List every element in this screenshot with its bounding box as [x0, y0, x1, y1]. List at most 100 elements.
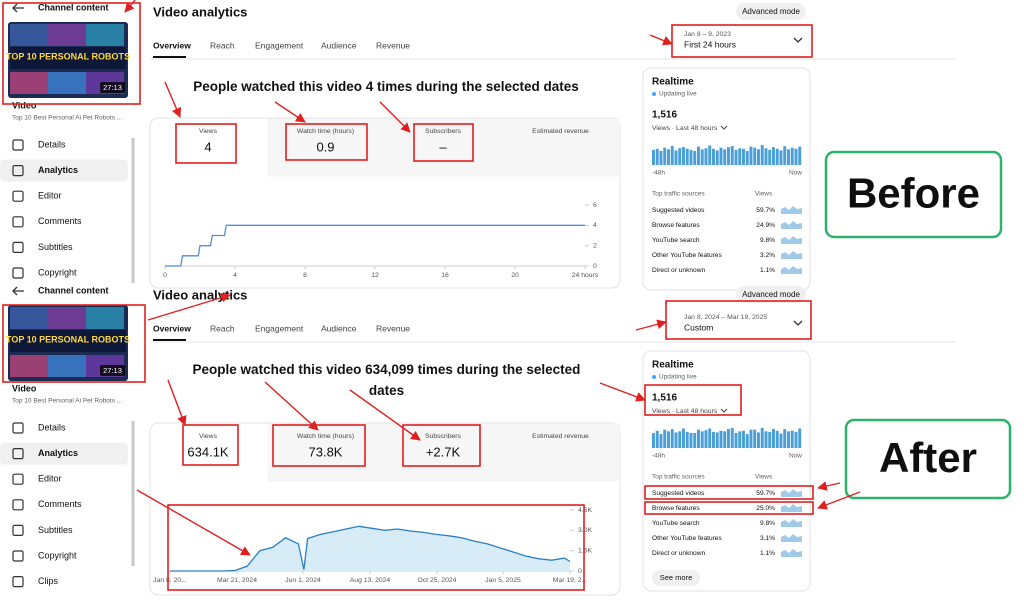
source-name: Browse features: [652, 505, 700, 512]
date-preset[interactable]: Custom: [684, 322, 713, 332]
annotation-arrow: [817, 481, 841, 491]
tab[interactable]: Overview: [153, 323, 191, 333]
x-tick-label: Mar 19, 2...: [553, 577, 587, 584]
date-chevron: [793, 37, 803, 43]
nav-icon: [12, 575, 24, 588]
annotation-box: [182, 424, 239, 466]
tab[interactable]: Engagement: [255, 40, 304, 50]
tab[interactable]: Engagement: [255, 323, 304, 333]
y-tick-label: 0: [593, 263, 597, 270]
annotation-box: [2, 304, 146, 383]
realtime-bar: [749, 429, 753, 448]
tab[interactable]: Overview: [153, 40, 191, 50]
realtime-bar: [655, 148, 659, 165]
advanced-button[interactable]: [736, 3, 806, 20]
nav-item[interactable]: Clips: [38, 576, 59, 586]
nav-icon: [12, 550, 24, 562]
tab[interactable]: Reach: [210, 323, 235, 333]
realtime-period[interactable]: Views · Last 48 hours: [652, 125, 718, 132]
realtime-bar: [734, 433, 738, 448]
metric-card-bg: [502, 118, 620, 177]
see-more-button[interactable]: [652, 570, 700, 586]
nav-item[interactable]: Subtitles: [38, 525, 73, 535]
nav-item[interactable]: Comments: [38, 499, 82, 509]
realtime-bar: [787, 149, 790, 165]
nav-icon: [12, 190, 24, 202]
back-arrow[interactable]: [12, 3, 24, 13]
source-name: Browse features: [652, 222, 700, 229]
annotation-box: [413, 123, 474, 162]
thumbnail-title: TOP 10 PERSONAL ROBOTS: [6, 334, 130, 344]
nav-item[interactable]: Analytics: [38, 448, 78, 458]
advanced-label[interactable]: Advanced mode: [742, 7, 800, 16]
source-share: 59.7%: [756, 490, 775, 497]
annotation-arrow: [264, 381, 319, 431]
realtime-bar: [757, 432, 760, 448]
tab[interactable]: Audience: [321, 40, 357, 50]
annotation-arrow: [349, 389, 421, 441]
nav-item[interactable]: Details: [38, 139, 66, 149]
annotation-arrow: [649, 34, 673, 46]
realtime-bar: [790, 147, 794, 165]
tab[interactable]: Revenue: [376, 323, 410, 333]
advanced-button[interactable]: [736, 286, 806, 303]
realtime-bar: [753, 429, 757, 448]
see-more-label[interactable]: See more: [660, 573, 693, 582]
nav-icon: [12, 524, 24, 537]
source-name: Suggested videos: [652, 490, 705, 497]
state-tag: After: [879, 434, 977, 481]
realtime-period[interactable]: Views · Last 48 hours: [652, 408, 718, 415]
source-share: 24.9%: [756, 222, 775, 229]
thumbnail-tile: [10, 72, 48, 94]
annotation-arrow: [599, 382, 646, 402]
nav-item[interactable]: Comments: [38, 216, 82, 226]
tab[interactable]: Audience: [321, 323, 357, 333]
tab[interactable]: Reach: [210, 40, 235, 50]
source-sparkline: [781, 206, 802, 214]
x-tick-label: 0: [163, 272, 167, 279]
source-name: YouTube search: [652, 237, 700, 244]
nav-item[interactable]: Editor: [38, 474, 62, 484]
nav-active-bg: [0, 442, 128, 465]
annotation-arrow: [167, 379, 187, 426]
date-preset[interactable]: First 24 hours: [684, 39, 736, 49]
tab[interactable]: Revenue: [376, 40, 410, 50]
nav-icon: [12, 448, 24, 460]
annotation-box: [644, 485, 814, 500]
nav-item[interactable]: Subtitles: [38, 242, 73, 252]
nav-item[interactable]: Analytics: [38, 165, 78, 175]
sources-views-header: Views: [755, 474, 773, 481]
realtime-bar: [727, 429, 730, 448]
sources-views-header: Views: [755, 191, 773, 198]
source-share: 9.8%: [760, 237, 775, 244]
headline: People watched this video 4 times during…: [193, 79, 579, 94]
realtime-bar: [697, 429, 700, 448]
x-tick-label: 4: [233, 272, 237, 279]
sources-title: Top traffic sources: [652, 191, 705, 198]
realtime-bar: [715, 432, 719, 448]
nav-item[interactable]: Copyright: [38, 267, 77, 277]
realtime-bar: [790, 430, 794, 448]
source-name: YouTube search: [652, 520, 700, 527]
nav-icon: [12, 473, 24, 485]
back-label[interactable]: Channel content: [38, 2, 109, 12]
thumbnail-tile: [48, 355, 86, 377]
realtime-bar: [757, 149, 760, 165]
realtime-bar: [787, 431, 790, 448]
nav-item[interactable]: Details: [38, 422, 66, 432]
nav-item[interactable]: Editor: [38, 191, 62, 201]
chart-line: [170, 525, 571, 572]
chart-line: [165, 224, 585, 267]
date-range[interactable]: Jan 8, 2024 – Mar 19, 2025: [684, 314, 767, 321]
date-range[interactable]: Jan 8 – 9, 2023: [684, 31, 731, 38]
thumbnail-tile: [10, 307, 48, 329]
source-share: 1.1%: [760, 267, 775, 274]
back-label[interactable]: Channel content: [38, 285, 109, 295]
sources-title: Top traffic sources: [652, 474, 705, 481]
back-arrow[interactable]: [12, 286, 24, 296]
advanced-label[interactable]: Advanced mode: [742, 290, 800, 299]
metric-label: Watch time (hours): [297, 433, 354, 440]
nav-icon: [12, 499, 24, 511]
nav-item[interactable]: Copyright: [38, 550, 77, 560]
